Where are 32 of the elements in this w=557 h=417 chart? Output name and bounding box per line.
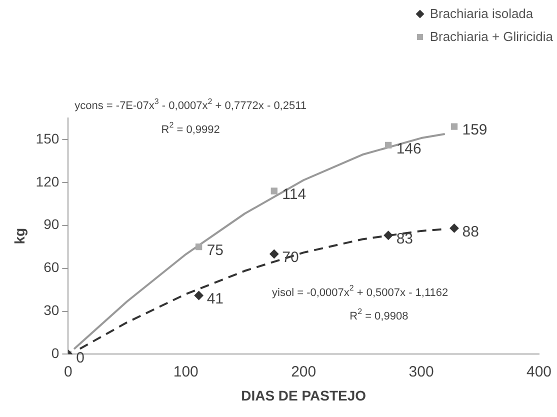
- point: [195, 244, 202, 250]
- y-tick-label: 120: [36, 173, 60, 190]
- x-tick-label: 200: [291, 363, 316, 380]
- point: [450, 224, 459, 233]
- point: [270, 188, 278, 194]
- y-tick-label: 0: [51, 345, 60, 362]
- data-label: 114: [282, 186, 306, 204]
- y-tick-label: 30: [44, 302, 60, 318]
- data-label: 88: [462, 223, 479, 240]
- point: [385, 142, 392, 149]
- data-label: 70: [282, 249, 299, 266]
- x-tick-label: 400: [526, 363, 552, 380]
- y-axis-title: kg: [11, 228, 28, 244]
- y-tick-label: 150: [36, 130, 60, 146]
- legend-label: Brachiaria isolada: [430, 6, 534, 21]
- data-label: 159: [462, 122, 488, 139]
- legend-label: Brachiaria + Gliricidia: [430, 29, 553, 44]
- x-axis-title: DIAS DE PASTEJO: [241, 387, 366, 404]
- point: [194, 291, 204, 300]
- point: [270, 249, 279, 258]
- x-tick-label: 0: [64, 363, 72, 380]
- y-tick-label: 90: [44, 216, 60, 232]
- x-tick-label: 100: [173, 363, 198, 380]
- data-label: 41: [206, 290, 224, 308]
- data-label: 83: [396, 230, 414, 248]
- data-label: 75: [206, 242, 224, 259]
- data-label: 0: [76, 349, 84, 366]
- x-tick-label: 300: [408, 363, 434, 380]
- point: [450, 123, 458, 130]
- y-tick-label: 60: [44, 259, 60, 276]
- point: [384, 230, 393, 240]
- data-label: 146: [396, 140, 422, 158]
